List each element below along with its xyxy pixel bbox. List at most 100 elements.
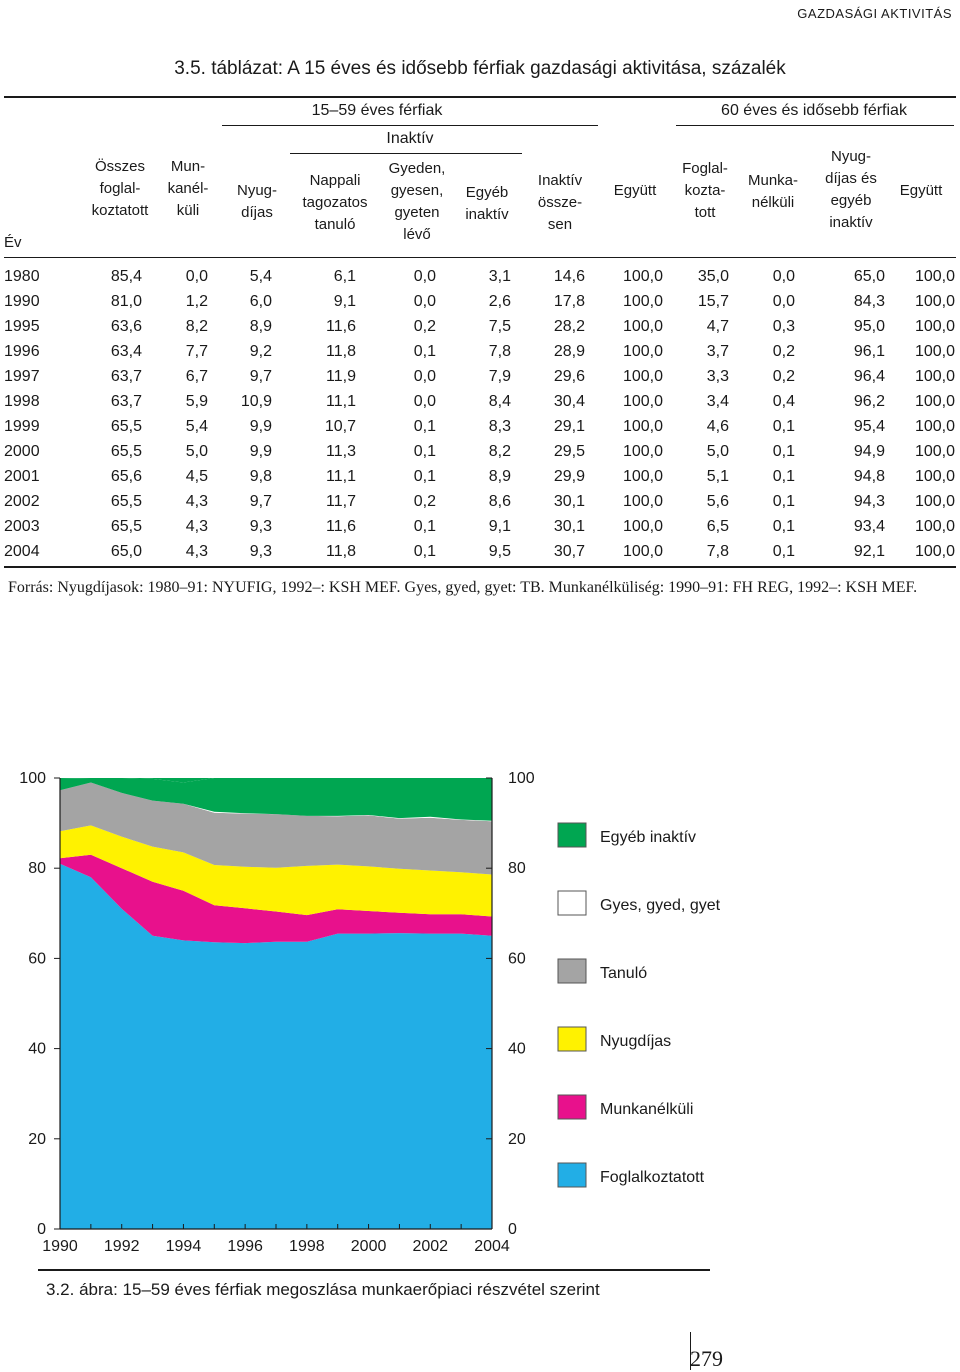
table-cell: 11,9 — [326, 367, 356, 385]
table-row: 2002 65,5 4,3 9,7 11,7 0,2 8,6 30,1 100,0 5,6 0,1 9… — [4, 489, 955, 514]
row-year: 1999 — [4, 417, 40, 435]
table-cell: 96,2 — [853, 392, 885, 410]
table-cell: 100,0 — [622, 392, 663, 410]
table-cell: 100,0 — [914, 392, 955, 410]
table-cell: 63,7 — [110, 367, 142, 385]
col-egyutt-1: Együtt — [613, 182, 657, 199]
table-cell: 0,0 — [772, 267, 795, 285]
table-cell: 0,2 — [413, 492, 436, 510]
table-cell: 7,8 — [488, 342, 511, 360]
table-cell: 0,0 — [413, 392, 436, 410]
table-cell: 28,9 — [553, 342, 585, 360]
table-cell: 4,7 — [706, 317, 729, 335]
table-cell: 0,2 — [413, 317, 436, 335]
table-cell: 4,3 — [185, 517, 208, 535]
x-tick-label: 2004 — [474, 1238, 510, 1255]
table-cell: 0,0 — [185, 267, 208, 285]
table-cell: 0,1 — [772, 517, 795, 535]
col-nappali-tanulo: Nappali tagozatos tanuló — [302, 172, 368, 233]
table-cell: 100,0 — [914, 492, 955, 510]
table-cell: 65,0 — [110, 542, 142, 560]
table-cell: 0,3 — [772, 317, 795, 335]
table-cell: 0,1 — [772, 442, 795, 460]
table-cell: 100,0 — [914, 342, 955, 360]
table-cell: 6,0 — [249, 292, 272, 310]
table-cell: 81,0 — [110, 292, 142, 310]
table-cell: 0,1 — [772, 467, 795, 485]
table-cell: 96,1 — [853, 342, 885, 360]
table-cell: 17,8 — [553, 292, 585, 310]
legend-label: Nyugdíjas — [600, 1033, 671, 1050]
table-cell: 9,5 — [488, 542, 511, 560]
area-nyugdíjas — [60, 825, 492, 917]
col-egyutt-2: Együtt — [899, 182, 943, 199]
area-chart: 0 0 20 20 40 40 60 60 80 80 100 100 1990 1992 1994 1996… — [19, 770, 721, 1255]
table-cell: 5,4 — [185, 417, 208, 435]
table-cell: 100,0 — [914, 417, 955, 435]
col-ev: Év — [4, 234, 22, 251]
table-cell: 11,7 — [326, 492, 356, 510]
row-year: 1996 — [4, 342, 40, 360]
table-cell: 7,8 — [706, 542, 729, 560]
x-tick-label: 2000 — [351, 1238, 387, 1255]
table-cell: 100,0 — [914, 267, 955, 285]
header-bottom-rule — [4, 257, 956, 258]
table-cell: 65,5 — [110, 517, 142, 535]
row-year: 1990 — [4, 292, 40, 310]
table-row: 1996 63,4 7,7 9,2 11,8 0,1 7,8 28,9 100,0 3,7 0,2 9… — [4, 339, 955, 364]
table-cell: 8,2 — [488, 442, 511, 460]
table-cell: 6,5 — [706, 517, 729, 535]
table-cell: 30,4 — [553, 392, 585, 410]
y-tick-label: 100 — [19, 770, 46, 787]
table-cell: 5,1 — [706, 467, 729, 485]
row-year: 1995 — [4, 317, 40, 335]
table-cell: 15,7 — [697, 292, 729, 310]
table-cell: 0,1 — [413, 442, 436, 460]
table-row: 1997 63,7 6,7 9,7 11,9 0,0 7,9 29,6 100,0 3,3 0,2 9… — [4, 364, 955, 389]
table-cell: 0,1 — [413, 417, 436, 435]
table-cell: 29,6 — [553, 367, 585, 385]
legend-label: Tanuló — [600, 965, 647, 982]
table-cell: 65,5 — [110, 442, 142, 460]
area-top-fill — [60, 778, 492, 783]
table-cell: 6,7 — [185, 367, 208, 385]
group-15-59: 15–59 éves férfiak — [311, 102, 443, 119]
table-cell: 9,9 — [249, 442, 272, 460]
table-cell: 8,6 — [488, 492, 511, 510]
table-cell: 95,4 — [853, 417, 885, 435]
col-inaktiv-osszesen: Inaktív össze- sen — [537, 172, 583, 233]
table-top-rule — [4, 96, 956, 98]
legend-label: Gyes, gyed, gyet — [600, 897, 721, 914]
table-cell: 1,2 — [185, 292, 208, 310]
area-munkanélküli — [60, 854, 492, 944]
table-row: 1980 85,4 0,0 5,4 6,1 0,0 3,1 14,6 100,0 35,0 0,0 6… — [4, 264, 955, 289]
table-cell: 9,8 — [249, 467, 272, 485]
table-cell: 100,0 — [914, 517, 955, 535]
group-15-59-rule — [222, 125, 598, 126]
table-cell: 65,0 — [853, 267, 885, 285]
y-tick-label-right: 0 — [508, 1221, 517, 1238]
legend-swatch — [557, 1026, 587, 1052]
table-cell: 63,4 — [110, 342, 142, 360]
table-cell: 65,6 — [110, 467, 142, 485]
table-cell: 8,2 — [185, 317, 208, 335]
table-cell: 65,5 — [110, 492, 142, 510]
y-tick-label-right: 80 — [508, 860, 526, 877]
legend-swatch — [557, 1162, 587, 1188]
table-cell: 93,4 — [853, 517, 885, 535]
table-cell: 0,1 — [413, 517, 436, 535]
table-cell: 9,3 — [249, 517, 272, 535]
table-cell: 100,0 — [622, 267, 663, 285]
table-cell: 0,0 — [413, 367, 436, 385]
table-cell: 7,9 — [488, 367, 511, 385]
table-cell: 100,0 — [622, 467, 663, 485]
col-gyed-gyes-gyet: Gyeden, gyesen, gyeten lévő — [388, 160, 446, 243]
group-inaktiv-rule — [290, 153, 522, 154]
table-cell: 0,2 — [772, 367, 795, 385]
table-cell: 0,1 — [413, 467, 436, 485]
table-cell: 100,0 — [914, 442, 955, 460]
figure-caption: 3.2. ábra: 15–59 éves férfiak megoszlása… — [46, 1280, 600, 1299]
caption-rule — [38, 1269, 710, 1271]
legend-label: Foglalkoztatott — [600, 1169, 705, 1186]
row-year: 2002 — [4, 492, 40, 510]
